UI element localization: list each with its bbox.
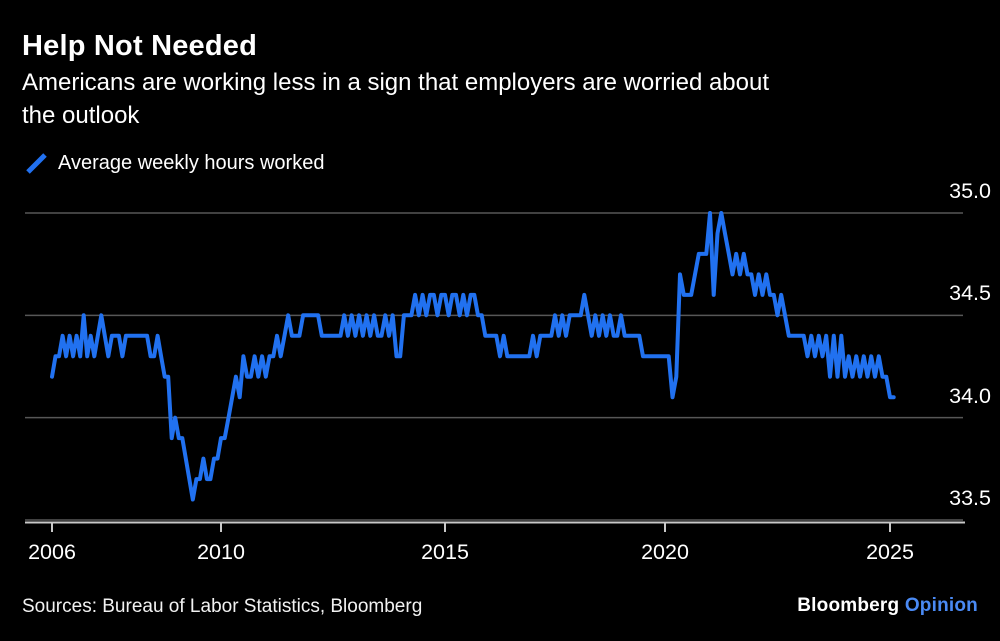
chart-subtitle-line-2: the outlook [22, 102, 140, 129]
bloomberg-logo-text: Bloomberg [797, 595, 900, 616]
legend-label: Average weekly hours worked [58, 152, 325, 174]
y-axis-label: 34.5 [949, 281, 991, 306]
legend-line-icon [24, 151, 49, 176]
x-axis-label: 2025 [866, 540, 914, 564]
opinion-logo-text: Opinion [904, 595, 978, 616]
chart-subtitle: Americans are working less in a sign tha… [22, 66, 769, 132]
legend-line-swatch [26, 153, 47, 174]
x-axis-label: 2020 [641, 540, 689, 564]
y-axis-label: 35.0 [949, 179, 991, 203]
chart-subtitle-line-1: Americans are working less in a sign tha… [22, 69, 770, 96]
y-axis-label: 34.0 [949, 383, 991, 408]
x-axis-label: 2015 [421, 540, 469, 564]
bloomberg-opinion-logo: Bloomberg Opinion [797, 595, 978, 617]
x-axis-label: 2010 [197, 540, 245, 564]
y-axis-label: 33.5 [949, 486, 991, 510]
weekly-hours-line [50, 211, 896, 502]
x-axis-label: 2006 [28, 540, 76, 564]
sources-note: Sources: Bureau of Labor Statistics, Blo… [22, 596, 423, 617]
legend: Average weekly hours worked [24, 151, 324, 176]
chart-title: Help Not Needed [22, 30, 258, 62]
